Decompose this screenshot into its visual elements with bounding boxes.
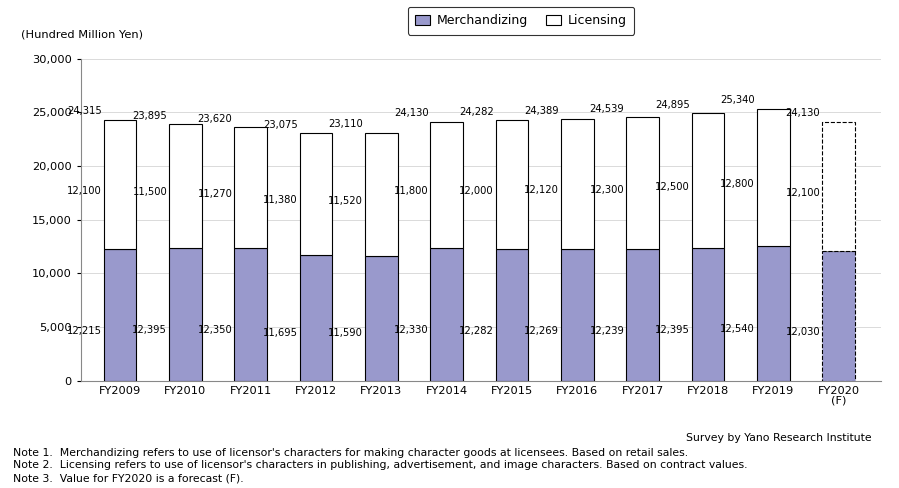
- Text: 12,330: 12,330: [394, 325, 429, 335]
- Text: 12,269: 12,269: [524, 325, 559, 336]
- Bar: [235, 248, 267, 381]
- Bar: [561, 249, 593, 381]
- Bar: [823, 251, 855, 381]
- Bar: [495, 249, 529, 381]
- Bar: [299, 133, 333, 255]
- Text: 24,389: 24,389: [524, 105, 559, 116]
- Text: 12,395: 12,395: [132, 325, 167, 335]
- Text: Survey by Yano Research Institute: Survey by Yano Research Institute: [687, 433, 872, 443]
- Text: 12,395: 12,395: [654, 325, 690, 335]
- Bar: [169, 124, 201, 247]
- Text: 24,282: 24,282: [459, 107, 494, 117]
- Bar: [299, 255, 333, 381]
- Bar: [365, 133, 397, 256]
- Bar: [103, 120, 137, 249]
- Text: (Hundred Million Yen): (Hundred Million Yen): [21, 29, 143, 39]
- Bar: [691, 113, 725, 247]
- Text: 11,270: 11,270: [198, 188, 233, 199]
- Bar: [757, 109, 789, 246]
- Text: 11,380: 11,380: [263, 195, 298, 205]
- Text: 11,500: 11,500: [132, 187, 167, 197]
- Bar: [823, 122, 855, 251]
- Text: Note 3.  Value for FY2020 is a forecast (F).: Note 3. Value for FY2020 is a forecast (…: [13, 473, 245, 483]
- Bar: [627, 117, 659, 249]
- Bar: [561, 119, 593, 249]
- Legend: Merchandizing, Licensing: Merchandizing, Licensing: [408, 7, 634, 35]
- Text: 12,000: 12,000: [459, 186, 494, 196]
- Text: 24,130: 24,130: [786, 108, 820, 119]
- Text: 12,800: 12,800: [720, 179, 755, 189]
- Text: Note 1.  Merchandizing refers to use of licensor's characters for making charact: Note 1. Merchandizing refers to use of l…: [13, 448, 689, 458]
- Text: 25,340: 25,340: [720, 95, 755, 105]
- Text: 12,300: 12,300: [590, 185, 624, 195]
- Text: 12,540: 12,540: [720, 325, 755, 334]
- Text: 12,100: 12,100: [67, 186, 102, 196]
- Text: 12,239: 12,239: [590, 325, 624, 336]
- Bar: [169, 247, 201, 381]
- Text: 12,350: 12,350: [198, 325, 233, 335]
- Bar: [757, 246, 789, 381]
- Text: 12,030: 12,030: [786, 326, 820, 337]
- Text: 11,695: 11,695: [263, 328, 298, 338]
- Text: 24,539: 24,539: [590, 104, 624, 114]
- Text: 23,620: 23,620: [198, 114, 233, 124]
- Bar: [691, 247, 725, 381]
- Text: 12,120: 12,120: [524, 185, 559, 195]
- Bar: [235, 127, 267, 248]
- Text: 12,282: 12,282: [458, 325, 494, 336]
- Text: Note 2.  Licensing refers to use of licensor's characters in publishing, adverti: Note 2. Licensing refers to use of licen…: [13, 461, 748, 470]
- Text: 23,075: 23,075: [263, 120, 298, 130]
- Text: 24,895: 24,895: [654, 100, 690, 110]
- Bar: [103, 249, 137, 381]
- Text: 23,895: 23,895: [132, 111, 167, 121]
- Text: 11,800: 11,800: [394, 186, 429, 196]
- Text: 24,130: 24,130: [394, 108, 429, 119]
- Text: 12,500: 12,500: [654, 182, 690, 192]
- Text: 11,520: 11,520: [328, 196, 363, 205]
- Text: 23,110: 23,110: [328, 119, 363, 129]
- Bar: [365, 256, 397, 381]
- Text: 12,100: 12,100: [786, 188, 820, 198]
- Text: 24,315: 24,315: [67, 106, 102, 116]
- Bar: [495, 120, 529, 249]
- Text: 12,215: 12,215: [67, 326, 102, 336]
- Bar: [431, 248, 463, 381]
- Text: 11,590: 11,590: [328, 328, 363, 338]
- Bar: [627, 249, 659, 381]
- Bar: [431, 122, 463, 248]
